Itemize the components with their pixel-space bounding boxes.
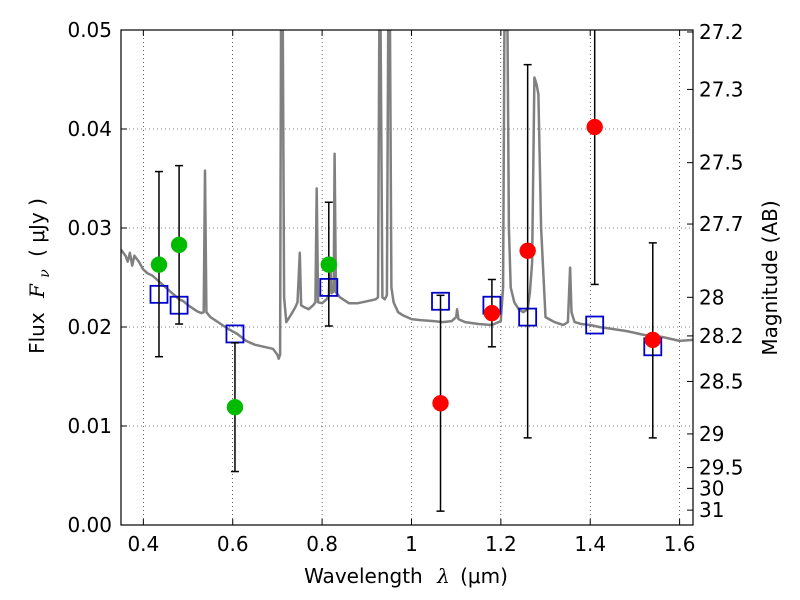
y-axis-label-text: Flux [25,312,49,354]
x-axis-label-text: Wavelength [304,564,423,588]
observed-point-nir [432,394,449,412]
observed-point-optical [226,398,244,416]
y-tick-label: 0.03 [67,216,112,240]
y-axis-subscript: ν [37,269,53,278]
y2-tick-label: 28.5 [699,369,744,393]
y2-tick-label: 31 [699,498,724,522]
observed-point-optical [170,236,188,254]
y2-tick-label: 29 [699,422,724,446]
observed-point-nir [519,242,536,260]
x-tick-label: 0.6 [217,532,249,556]
y2-tick-label: 29.5 [699,456,744,480]
y-tick-label: 0.05 [67,18,112,42]
y-axis-unit: ( μJy ) [25,198,49,257]
x-axis-unit: (μm) [460,564,508,588]
y-axis-label: Flux F ν ( μJy ) [25,198,54,354]
y2-tick-label: 27.3 [699,77,744,101]
x-tick-label: 1.4 [574,532,606,556]
x-tick-label: 1 [405,532,418,556]
x-tick-label: 0.8 [306,532,338,556]
x-axis-symbol: λ [436,564,450,588]
x-tick-label: 0.4 [127,532,159,556]
secondary-y-axis-label: Magnitude (AB) [758,200,782,355]
observed-point-nir [586,118,603,136]
x-axis-label: Wavelength λ (μm) [304,564,508,588]
y-tick-label: 0.02 [67,315,112,339]
y2-tick-label: 27.7 [699,212,744,236]
observed-point-nir [644,331,662,349]
x-tick-label: 1.2 [485,532,517,556]
y2-tick-label: 28 [699,285,724,309]
axis-ticks: 0.4 0.6 0.8 1 1.2 1.4 1.6 0.00 0.01 0.02 0.03 0.04 0… [67,18,743,556]
observed-point-optical [150,256,168,273]
y2-tick-label: 28.2 [699,324,744,348]
x-tick-label: 1.6 [664,532,696,556]
y-tick-label: 0.01 [67,414,112,438]
sed-model-line [121,30,693,360]
model-photometry-marker [585,315,605,335]
y-axis-symbol: F [25,283,49,299]
observed-point-nir [483,304,501,322]
observed-point-optical [320,256,338,273]
y2-tick-label: 27.2 [699,20,744,44]
y-tick-label: 0.00 [67,513,112,537]
y2-tick-label: 30 [699,476,724,500]
axes-frame [120,29,694,526]
y-tick-label: 0.04 [67,117,112,141]
y2-tick-label: 27.5 [699,151,744,175]
plot-area [121,30,693,512]
